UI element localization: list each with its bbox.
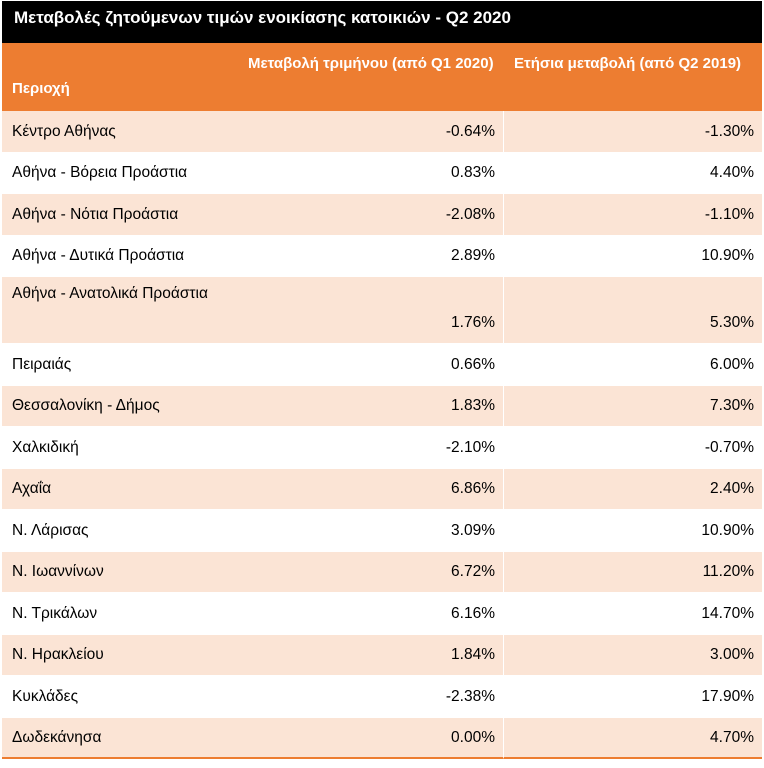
annual-change-cell: -1.30% [504, 111, 762, 153]
quarterly-change-cell: 0.83% [238, 152, 504, 194]
annual-change-cell: 3.00% [504, 634, 762, 676]
quarterly-change-cell: 1.84% [238, 634, 504, 676]
table-row: Ν. Ιωαννίνων 6.72% 11.20% [2, 551, 762, 593]
table-row: Αχαΐα 6.86% 2.40% [2, 468, 762, 510]
quarterly-change-cell: -2.38% [238, 676, 504, 718]
rent-change-table: Περιοχή Μεταβολή τριμήνου (από Q1 2020) … [2, 43, 762, 759]
annual-change-cell: 14.70% [504, 593, 762, 635]
annual-change-cell: -1.10% [504, 194, 762, 236]
table-header: Περιοχή Μεταβολή τριμήνου (από Q1 2020) … [2, 43, 762, 111]
quarterly-change-cell: 2.89% [238, 235, 504, 277]
annual-change-cell: 6.00% [504, 344, 762, 386]
region-cell: Αχαΐα [2, 468, 238, 510]
quarterly-change-cell: 1.83% [238, 385, 504, 427]
table-row: Αθήνα - Ανατολικά Προάστια 1.76% 5.30% [2, 277, 762, 344]
table-row: Ν. Λάρισας 3.09% 10.90% [2, 510, 762, 552]
table-row: Αθήνα - Βόρεια Προάστια 0.83% 4.40% [2, 152, 762, 194]
region-cell: Ν. Ιωαννίνων [2, 551, 238, 593]
annual-change-cell: -0.70% [504, 427, 762, 469]
header-annual-change: Ετήσια μεταβολή (από Q2 2019) [504, 43, 762, 111]
table-row: Αθήνα - Δυτικά Προάστια 2.89% 10.90% [2, 235, 762, 277]
annual-change-cell: 7.30% [504, 385, 762, 427]
annual-change-cell: 4.40% [504, 152, 762, 194]
quarterly-change-cell: 0.66% [238, 344, 504, 386]
table-row: Κέντρο Αθήνας -0.64% -1.30% [2, 111, 762, 153]
region-cell: Πειραιάς [2, 344, 238, 386]
annual-change-cell: 4.70% [504, 717, 762, 759]
quarterly-change-cell: -2.10% [238, 427, 504, 469]
table-title: Μεταβολές ζητούμενων τιμών ενοικίασης κα… [2, 1, 762, 43]
table-body: Κέντρο Αθήνας -0.64% -1.30% Αθήνα - Βόρε… [2, 111, 762, 759]
table-row: Δωδεκάνησα 0.00% 4.70% [2, 717, 762, 759]
annual-change-cell: 10.90% [504, 510, 762, 552]
region-cell: Δωδεκάνησα [2, 717, 238, 759]
quarterly-change-cell: 6.72% [238, 551, 504, 593]
region-cell: Κέντρο Αθήνας [2, 111, 238, 153]
table-row: Ν. Ηρακλείου 1.84% 3.00% [2, 634, 762, 676]
annual-change-cell: 5.30% [504, 277, 762, 344]
table-row: Θεσσαλονίκη - Δήμος 1.83% 7.30% [2, 385, 762, 427]
quarterly-change-cell: 1.76% [238, 277, 504, 344]
quarterly-change-cell: 6.86% [238, 468, 504, 510]
quarterly-change-cell: 3.09% [238, 510, 504, 552]
region-cell: Αθήνα - Βόρεια Προάστια [2, 152, 238, 194]
quarterly-change-cell: 0.00% [238, 717, 504, 759]
region-cell: Αθήνα - Δυτικά Προάστια [2, 235, 238, 277]
header-region: Περιοχή [2, 43, 238, 111]
table-row: Κυκλάδες -2.38% 17.90% [2, 676, 762, 718]
region-cell: Θεσσαλονίκη - Δήμος [2, 385, 238, 427]
table-row: Ν. Τρικάλων 6.16% 14.70% [2, 593, 762, 635]
annual-change-cell: 17.90% [504, 676, 762, 718]
table-row: Αθήνα - Νότια Προάστια -2.08% -1.10% [2, 194, 762, 236]
table-row: Πειραιάς 0.66% 6.00% [2, 344, 762, 386]
table-row: Χαλκιδική -2.10% -0.70% [2, 427, 762, 469]
region-cell: Χαλκιδική [2, 427, 238, 469]
region-cell: Αθήνα - Ανατολικά Προάστια [2, 277, 238, 344]
annual-change-cell: 10.90% [504, 235, 762, 277]
header-quarterly-change: Μεταβολή τριμήνου (από Q1 2020) [238, 43, 504, 111]
region-cell: Ν. Λάρισας [2, 510, 238, 552]
region-cell: Αθήνα - Νότια Προάστια [2, 194, 238, 236]
region-cell: Ν. Τρικάλων [2, 593, 238, 635]
quarterly-change-cell: -2.08% [238, 194, 504, 236]
region-cell: Ν. Ηρακλείου [2, 634, 238, 676]
quarterly-change-cell: -0.64% [238, 111, 504, 153]
header-row: Περιοχή Μεταβολή τριμήνου (από Q1 2020) … [2, 43, 762, 111]
annual-change-cell: 11.20% [504, 551, 762, 593]
region-cell: Κυκλάδες [2, 676, 238, 718]
annual-change-cell: 2.40% [504, 468, 762, 510]
quarterly-change-cell: 6.16% [238, 593, 504, 635]
